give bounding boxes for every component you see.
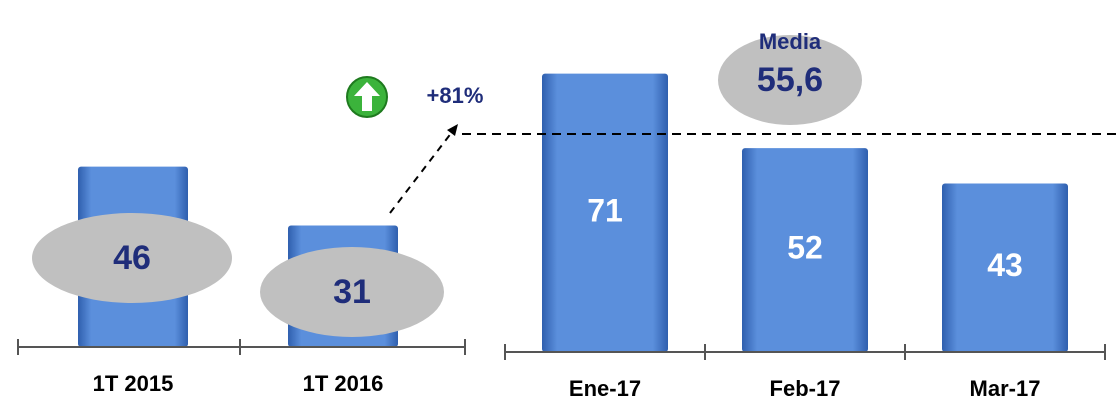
value-label: 31 xyxy=(333,273,371,311)
x-tick-label: Feb-17 xyxy=(770,376,841,401)
bar xyxy=(742,148,868,352)
bar xyxy=(942,183,1068,352)
value-bubble xyxy=(260,247,444,337)
value-label: 71 xyxy=(587,192,623,228)
arrow-head xyxy=(447,124,458,136)
bar xyxy=(542,73,668,353)
value-label: 43 xyxy=(987,247,1023,283)
mean-title: Media xyxy=(759,29,822,54)
x-tick-label: 1T 2015 xyxy=(93,371,174,396)
growth-arrow xyxy=(389,131,453,214)
value-label: 46 xyxy=(113,239,151,277)
mean-value: 55,6 xyxy=(757,61,823,99)
value-label: 52 xyxy=(787,230,823,266)
growth-label: +81% xyxy=(427,83,484,108)
x-tick-label: 1T 2016 xyxy=(303,371,384,396)
x-tick-label: Mar-17 xyxy=(970,376,1041,401)
mean-bubble xyxy=(718,35,862,125)
growth-icon xyxy=(346,76,388,118)
x-tick-label: Ene-17 xyxy=(569,376,641,401)
value-bubble xyxy=(32,213,232,303)
